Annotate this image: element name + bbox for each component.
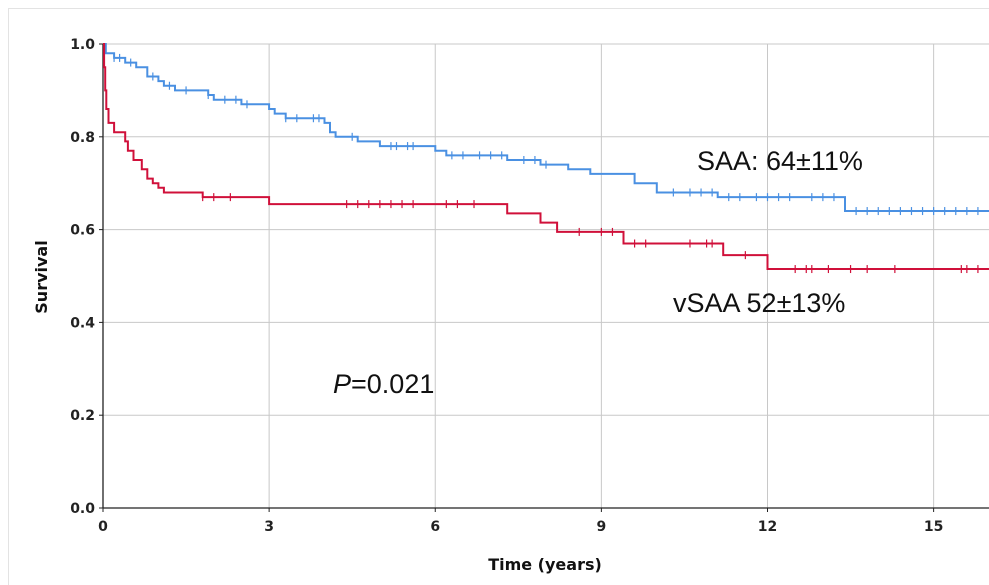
y-axis-title: Survival bbox=[32, 240, 51, 313]
vsaa-series bbox=[103, 43, 989, 274]
x-tick-label: 12 bbox=[758, 519, 777, 535]
saa-series bbox=[103, 43, 989, 216]
x-tick-label: 9 bbox=[597, 519, 607, 535]
y-tick-label: 0.0 bbox=[70, 501, 95, 517]
y-tick-label: 0.4 bbox=[70, 315, 95, 331]
y-tick-label: 0.6 bbox=[70, 223, 95, 239]
vsaa-survival-line bbox=[103, 43, 989, 270]
survival-curves bbox=[103, 43, 989, 274]
saa-survival-line bbox=[103, 43, 989, 212]
x-tick-label: 0 bbox=[98, 519, 108, 535]
p-value-symbol: P bbox=[333, 369, 351, 399]
y-tick-label: 0.8 bbox=[70, 130, 95, 146]
x-tick-label: 3 bbox=[264, 519, 274, 535]
grid-lines bbox=[103, 43, 989, 508]
saa-curve-label: SAA: 64±11% bbox=[697, 146, 863, 176]
vsaa-curve-label: vSAA 52±13% bbox=[673, 288, 845, 318]
y-tick-label: 0.2 bbox=[70, 408, 95, 424]
x-tick-labels: 0 3 6 9 12 15 bbox=[98, 519, 943, 535]
y-tick-label: 1.0 bbox=[70, 37, 95, 53]
y-tick-labels: 0.0 0.2 0.4 0.6 0.8 1.0 bbox=[70, 37, 95, 517]
x-tick-label: 6 bbox=[430, 519, 440, 535]
x-axis-title: Time (years) bbox=[488, 555, 602, 574]
chart-frame bbox=[8, 8, 989, 585]
x-tick-label: 15 bbox=[924, 519, 943, 535]
p-value-annotation: P=0.021 bbox=[333, 369, 434, 399]
p-value-text: =0.021 bbox=[351, 369, 434, 399]
axes bbox=[99, 43, 989, 512]
